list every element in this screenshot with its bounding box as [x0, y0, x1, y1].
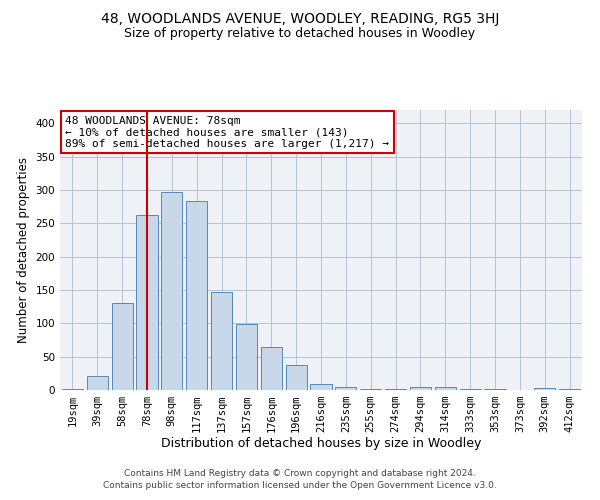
Bar [286, 366, 307, 390]
Bar [161, 192, 182, 390]
Bar [62, 388, 83, 390]
Bar [335, 386, 356, 390]
Bar [261, 346, 282, 390]
X-axis label: Distribution of detached houses by size in Woodley: Distribution of detached houses by size … [161, 436, 481, 450]
Bar [310, 384, 332, 390]
Bar [435, 388, 456, 390]
Bar [211, 292, 232, 390]
Text: 48 WOODLANDS AVENUE: 78sqm
← 10% of detached houses are smaller (143)
89% of sem: 48 WOODLANDS AVENUE: 78sqm ← 10% of deta… [65, 116, 389, 149]
Y-axis label: Number of detached properties: Number of detached properties [17, 157, 30, 343]
Bar [136, 214, 158, 390]
Bar [186, 200, 207, 390]
Text: 48, WOODLANDS AVENUE, WOODLEY, READING, RG5 3HJ: 48, WOODLANDS AVENUE, WOODLEY, READING, … [101, 12, 499, 26]
Bar [410, 388, 431, 390]
Text: Contains HM Land Registry data © Crown copyright and database right 2024.
Contai: Contains HM Land Registry data © Crown c… [103, 468, 497, 490]
Bar [112, 302, 133, 390]
Text: Size of property relative to detached houses in Woodley: Size of property relative to detached ho… [124, 28, 476, 40]
Bar [236, 324, 257, 390]
Bar [534, 388, 555, 390]
Bar [87, 376, 108, 390]
